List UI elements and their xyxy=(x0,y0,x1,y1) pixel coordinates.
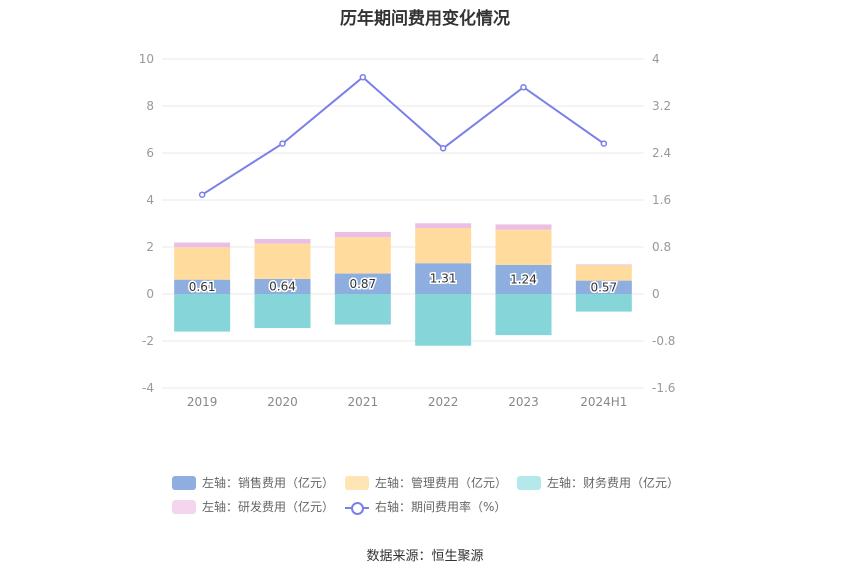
legend-label-finance: 左轴：财务费用（亿元） xyxy=(547,476,680,490)
y-right-tick-label: 2.4 xyxy=(652,146,671,160)
legend-item-admin[interactable]: 左轴：管理费用（亿元） xyxy=(345,474,507,491)
admin-bar xyxy=(174,247,231,280)
expense-ratio-point xyxy=(359,73,367,81)
sales-bar xyxy=(415,263,472,294)
bar-data-label: 1.31 xyxy=(430,272,457,286)
rnd-bar xyxy=(254,239,311,244)
finance-bar xyxy=(415,294,472,346)
legend-swatch-finance xyxy=(517,475,541,490)
expense-ratio-point xyxy=(198,191,206,198)
y-right-tick-label: 0 xyxy=(652,287,660,301)
x-tick-label: 2019 xyxy=(187,395,218,409)
y-right-tick-label: 4 xyxy=(652,52,660,66)
rnd-bar xyxy=(334,231,391,238)
expense-ratio-point xyxy=(520,83,527,91)
sales-bar xyxy=(254,278,311,294)
sales-bar xyxy=(575,280,632,294)
legend-label-expense-ratio: 右轴：期间费用率（%） xyxy=(375,500,507,514)
x-tick-label: 2020 xyxy=(267,395,298,409)
bar-data-label: 0.64 xyxy=(269,279,296,293)
legend-item-rnd[interactable]: 左轴：研发费用（亿元） xyxy=(172,498,334,515)
y-left-tick-label: 4 xyxy=(146,193,154,207)
y-right-tick-label: 0.8 xyxy=(652,240,671,254)
x-tick-label: 2022 xyxy=(428,395,459,409)
bar-data-label: 0.61 xyxy=(189,280,216,294)
legend-swatch-admin xyxy=(345,475,369,490)
legend-label-admin: 左轴：管理费用（亿元） xyxy=(375,476,508,490)
legend-line-icon xyxy=(345,500,369,515)
sales-bar xyxy=(495,264,552,294)
sales-bar xyxy=(334,273,391,294)
expense-ratio-line xyxy=(201,75,605,196)
legend-label-rnd: 左轴：研发费用（亿元） xyxy=(202,500,335,514)
y-right-tick-label: 3.2 xyxy=(652,99,671,113)
y-left-tick-label: 8 xyxy=(146,99,154,113)
expense-ratio-point xyxy=(600,140,608,147)
source-note: 数据来源：恒生聚源 xyxy=(366,549,484,564)
x-tick-label: 2023 xyxy=(508,395,539,409)
rnd-bar xyxy=(415,223,472,228)
admin-bar xyxy=(254,243,311,279)
finance-bar xyxy=(334,294,391,325)
expense-ratio-point xyxy=(439,145,447,152)
y-right-tick-label: -0.8 xyxy=(652,334,675,348)
legend-item-expense-ratio[interactable]: 右轴：期间费用率（%） xyxy=(345,498,506,515)
x-tick-label: 2024H1 xyxy=(580,395,627,409)
y-left-tick-label: 6 xyxy=(146,146,154,160)
rnd-bar xyxy=(174,242,231,248)
legend-swatch-rnd xyxy=(172,499,196,514)
x-tick-label: 2021 xyxy=(348,395,379,409)
admin-bar xyxy=(495,229,552,265)
finance-bar xyxy=(495,294,552,336)
expense-ratio-point xyxy=(279,140,286,147)
finance-bar xyxy=(254,294,311,329)
y-right-tick-label: -1.6 xyxy=(652,381,675,395)
admin-bar xyxy=(415,227,472,264)
y-left-tick-label: 0 xyxy=(146,287,154,301)
y-right-tick-label: 1.6 xyxy=(652,193,671,207)
finance-bar xyxy=(174,294,231,332)
rnd-bar xyxy=(575,264,632,266)
admin-bar xyxy=(575,265,632,281)
legend-swatch-sales xyxy=(172,475,196,490)
bar-data-label: 1.24 xyxy=(510,272,537,286)
finance-bar xyxy=(575,294,632,312)
rnd-bar xyxy=(495,224,552,230)
admin-bar xyxy=(334,237,391,274)
legend-item-finance[interactable]: 左轴：财务费用（亿元） xyxy=(517,474,679,491)
chart-title: 历年期间费用变化情况 xyxy=(340,9,510,29)
legend-item-sales[interactable]: 左轴：销售费用（亿元） xyxy=(172,474,334,491)
legend-label-sales: 左轴：销售费用（亿元） xyxy=(202,476,335,490)
sales-bar xyxy=(174,279,231,294)
y-left-tick-label: -4 xyxy=(142,381,154,395)
y-left-tick-label: -2 xyxy=(142,334,154,348)
y-left-tick-label: 2 xyxy=(146,240,154,254)
y-left-tick-label: 10 xyxy=(139,52,154,66)
bar-data-label: 0.57 xyxy=(590,280,617,294)
bar-data-label: 0.87 xyxy=(349,277,376,291)
